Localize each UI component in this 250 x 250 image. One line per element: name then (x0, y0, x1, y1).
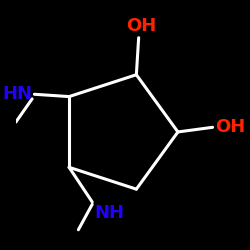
Text: OH: OH (215, 118, 245, 136)
Text: HN: HN (2, 85, 32, 103)
Text: OH: OH (126, 18, 156, 36)
Text: NH: NH (94, 204, 124, 222)
